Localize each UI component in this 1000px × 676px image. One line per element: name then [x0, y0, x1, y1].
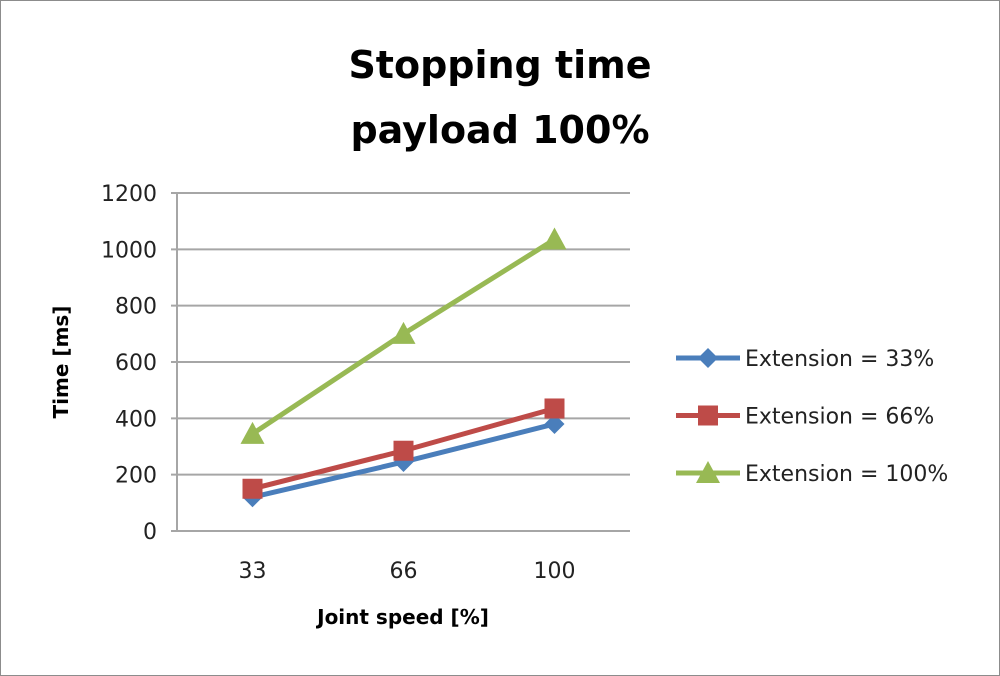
legend: Extension = 33% Extension = 66% Extension … [676, 347, 948, 487]
x-axis-label: Joint speed [%] [315, 605, 489, 629]
y-tick-label: 0 [143, 520, 157, 545]
diamond-marker [698, 348, 718, 368]
triangle-marker [696, 461, 720, 483]
x-tick-label: 33 [239, 559, 267, 584]
x-tick-label: 100 [534, 559, 576, 584]
legend-label: Extension = 33% [745, 347, 934, 372]
y-tick-label: 1200 [101, 182, 157, 207]
triangle-marker [542, 227, 567, 250]
diamond-marker [544, 413, 565, 434]
y-tick-label: 400 [115, 407, 157, 432]
x-tick-label: 66 [390, 559, 418, 584]
square-marker [242, 478, 263, 499]
legend-item: Extension = 33% [676, 347, 934, 372]
y-tick-label: 1000 [101, 238, 157, 263]
y-axis-label: Time [ms] [49, 306, 73, 419]
series-3 [240, 227, 567, 444]
y-tick-label: 200 [115, 464, 157, 489]
square-marker [544, 398, 565, 419]
chart-subtitle: payload 100% [350, 108, 649, 152]
triangle-marker [240, 421, 265, 444]
legend-label: Extension = 66% [745, 405, 934, 430]
square-marker [393, 440, 414, 461]
series-2 [242, 398, 565, 499]
legend-item: Extension = 100% [676, 461, 948, 487]
legend-item: Extension = 66% [676, 405, 934, 430]
y-tick-label: 800 [115, 295, 157, 320]
square-marker [698, 405, 718, 426]
chart-title: Stopping time [348, 43, 651, 87]
y-tick-label: 600 [115, 351, 157, 376]
legend-label: Extension = 100% [745, 462, 948, 487]
triangle-marker [391, 321, 416, 344]
